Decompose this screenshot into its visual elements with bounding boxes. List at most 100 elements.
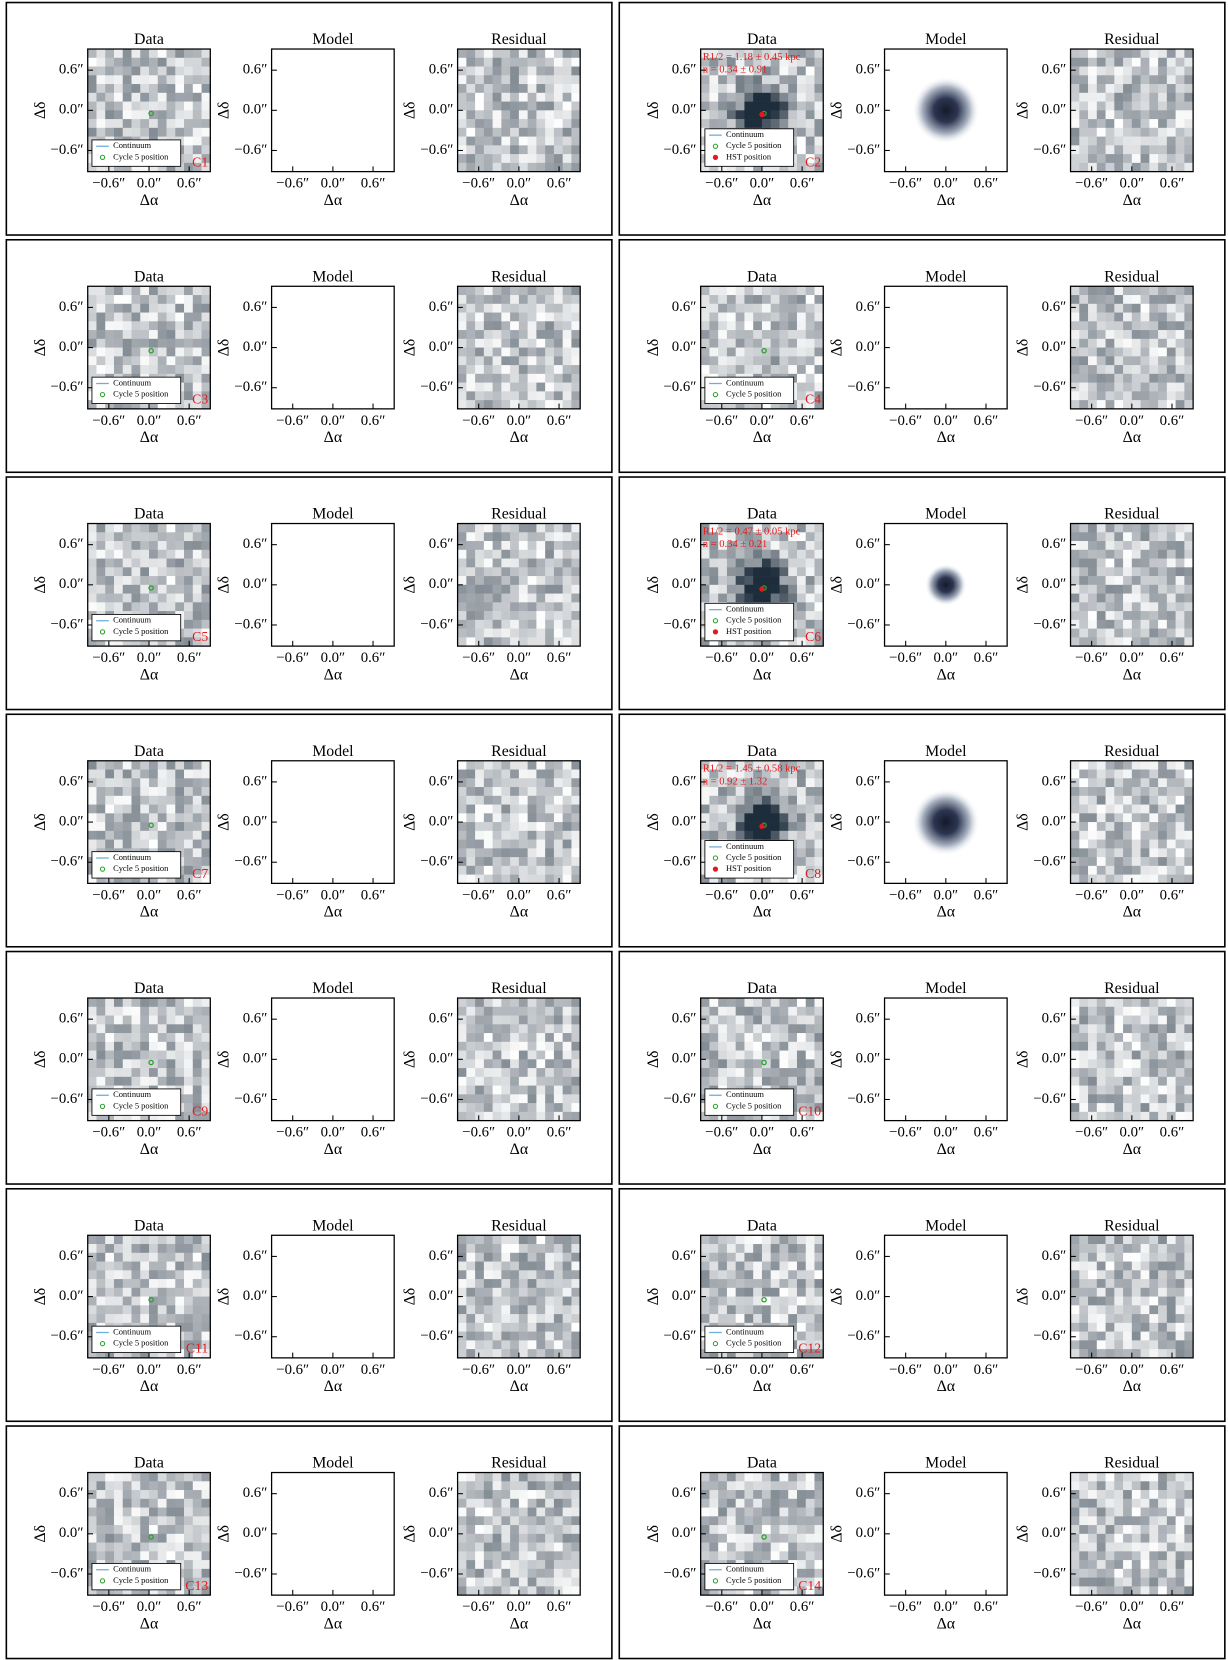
pixel [553, 110, 563, 120]
pixel [562, 127, 572, 137]
pixel [475, 532, 485, 542]
pixel [726, 49, 736, 59]
pixel [166, 321, 176, 331]
pixel [192, 558, 202, 568]
pixel [553, 1033, 563, 1043]
pixel [466, 382, 476, 392]
pixel [457, 998, 467, 1008]
pixel [735, 637, 745, 647]
pixel [536, 584, 546, 594]
pixel [166, 558, 176, 568]
pixel [518, 119, 528, 129]
pixel [796, 576, 807, 586]
pixel [149, 1244, 159, 1254]
pixel [131, 558, 141, 568]
x-tick-label: −0.6″ [92, 887, 125, 903]
pixel [1140, 874, 1150, 884]
pixel [122, 312, 132, 322]
pixel [1088, 822, 1098, 832]
pixel [457, 549, 467, 559]
pixel [1114, 154, 1124, 164]
pixel [1079, 576, 1089, 586]
pixel [700, 1033, 710, 1043]
y-tick-label: 0.6″ [59, 536, 84, 552]
pixel [166, 286, 176, 296]
pixel [1158, 127, 1168, 137]
pixel [1088, 49, 1098, 59]
pixel [814, 839, 824, 849]
pixel [1184, 628, 1194, 638]
pixel [1070, 119, 1080, 129]
pixel [510, 110, 520, 120]
pixel [770, 778, 780, 788]
pixel [87, 356, 97, 366]
pixel [1166, 787, 1176, 797]
pixel [1158, 549, 1168, 559]
pixel [1158, 136, 1168, 146]
pixel [744, 92, 754, 102]
pixel [113, 1076, 124, 1086]
pixel [1079, 584, 1089, 594]
pixel [1070, 1015, 1080, 1025]
pixel [184, 830, 194, 840]
pixel [192, 584, 202, 594]
pixel [122, 84, 132, 94]
pixel [527, 637, 537, 647]
pixel [157, 1279, 167, 1289]
pixel [709, 1305, 719, 1315]
pixel [545, 330, 555, 340]
pixel [131, 127, 141, 137]
pixel [700, 1244, 710, 1254]
pixel [796, 330, 807, 340]
pixel [192, 1270, 202, 1280]
pixel [1166, 373, 1176, 383]
y-axis-label: Δδ [402, 576, 419, 594]
pixel [553, 839, 563, 849]
pixel [501, 57, 511, 67]
pixel [175, 787, 185, 797]
pixel [753, 822, 763, 832]
pixel [492, 391, 502, 401]
pixel [1123, 1015, 1133, 1025]
pixel [527, 611, 537, 621]
pixel [175, 1024, 185, 1034]
pixel [770, 787, 780, 797]
pixel [184, 75, 194, 85]
pixel [805, 532, 815, 542]
pixel [805, 84, 815, 94]
legend-swatch [712, 855, 719, 861]
pixel [457, 101, 467, 111]
pixel [1114, 321, 1124, 331]
pixel [1114, 127, 1124, 137]
pixel [761, 1111, 772, 1121]
pixel [1123, 1111, 1133, 1121]
pixel [1123, 830, 1133, 840]
pixel [527, 92, 537, 102]
pixel [122, 127, 132, 137]
pixel [140, 1059, 150, 1069]
pixel [735, 347, 745, 357]
pixel [466, 795, 476, 805]
pixel [140, 49, 150, 59]
pixel [483, 1296, 493, 1306]
pixel [562, 312, 572, 322]
pixel [466, 865, 476, 875]
pixel [518, 1252, 528, 1262]
pixel [1123, 628, 1133, 638]
pixel [709, 760, 719, 770]
pixel [166, 1041, 176, 1051]
pixel [805, 760, 815, 770]
cycle5-marker [148, 110, 154, 117]
pixel [96, 49, 106, 59]
pixel [761, 365, 772, 375]
x-tick-label: −0.6″ [276, 1125, 309, 1141]
pixel [1175, 1033, 1185, 1043]
pixel [796, 619, 807, 629]
pixel [1158, 857, 1168, 867]
pixel [545, 400, 555, 410]
y-tick-label: 0.6″ [59, 1011, 84, 1027]
x-tick-label: −0.6″ [92, 176, 125, 192]
pixel [1079, 874, 1089, 884]
hst-marker [759, 111, 765, 118]
pixel [536, 391, 546, 401]
